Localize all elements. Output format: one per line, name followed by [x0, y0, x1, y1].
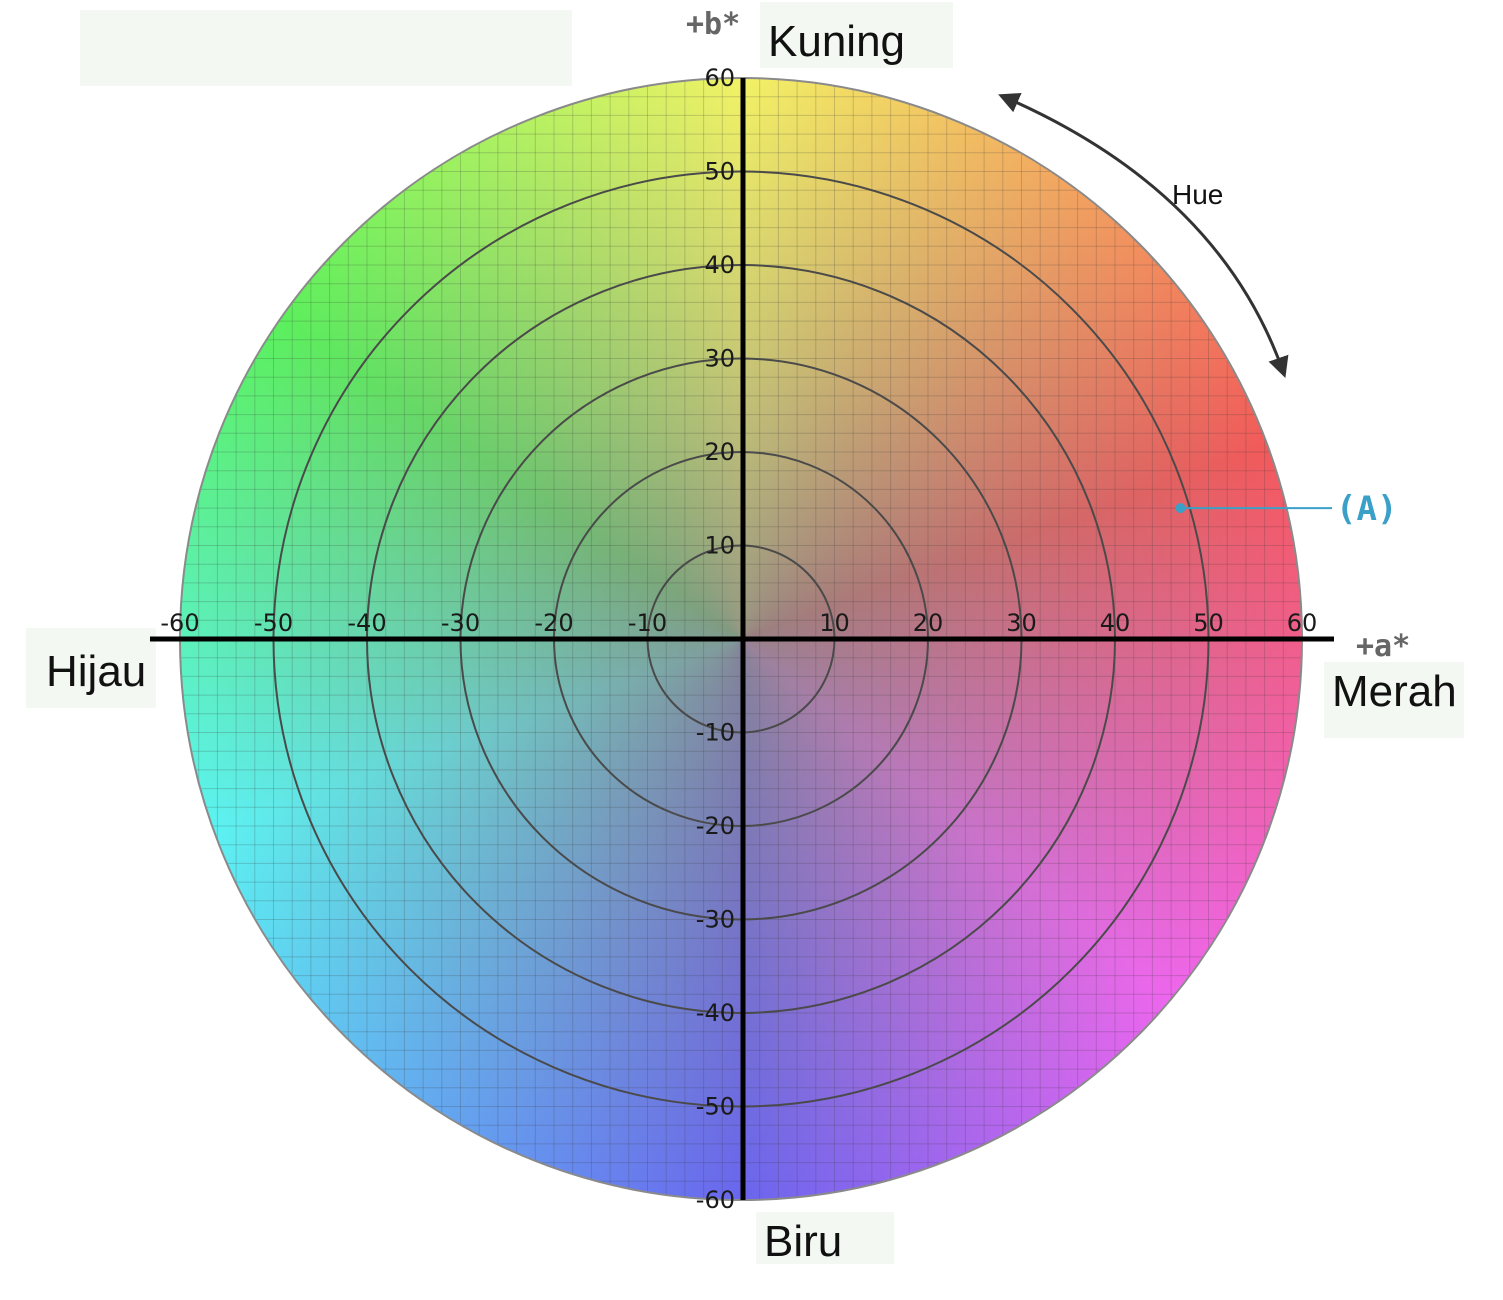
- x-tick-label: -40: [347, 609, 386, 637]
- y-tick-label: -30: [696, 906, 735, 934]
- x-tick-label: 10: [819, 609, 850, 637]
- y-tick-labels: 60 50 40 30 20 10 -10 -20 -30 -40 -50 -60: [696, 64, 735, 1214]
- label-merah: Merah: [1332, 667, 1457, 716]
- x-tick-label: -30: [441, 609, 480, 637]
- b-star-axis-label: +b*: [686, 7, 740, 42]
- data-points: (A): [1175, 489, 1397, 529]
- y-tick-label: 20: [704, 438, 735, 466]
- y-tick-label: 30: [704, 345, 735, 373]
- y-tick-label: -60: [696, 1186, 735, 1214]
- y-tick-label: -50: [696, 1093, 735, 1121]
- y-tick-label: 10: [704, 532, 735, 560]
- biru-label-box: [756, 1212, 894, 1264]
- label-biru: Biru: [764, 1217, 842, 1266]
- kuning-label-box: [760, 2, 953, 68]
- a-star-axis-label: +a*: [1356, 629, 1410, 664]
- hijau-label-box: [26, 628, 156, 708]
- merah-label-box: [1324, 662, 1464, 738]
- point-marker: [1175, 503, 1186, 514]
- x-tick-label: 40: [1100, 609, 1131, 637]
- x-tick-label: -50: [254, 609, 293, 637]
- x-tick-labels: -60 -50 -40 -30 -20 -10 10 20 30 40 50 60: [160, 609, 1317, 637]
- y-tick-label: -40: [696, 999, 735, 1027]
- x-tick-label: -10: [628, 609, 667, 637]
- title-placeholder-box: [80, 10, 572, 86]
- x-tick-label: -60: [160, 609, 199, 637]
- y-tick-label: -10: [696, 719, 735, 747]
- y-tick-label: 40: [704, 251, 735, 279]
- x-tick-label: 30: [1006, 609, 1037, 637]
- hue-arrow: [998, 93, 1289, 378]
- x-tick-label: 20: [913, 609, 944, 637]
- x-tick-label: 60: [1287, 609, 1318, 637]
- x-tick-label: -20: [534, 609, 573, 637]
- x-tick-label: 50: [1193, 609, 1224, 637]
- label-kuning: Kuning: [768, 17, 905, 66]
- hue-label: Hue: [1172, 179, 1223, 210]
- label-hijau: Hijau: [46, 647, 146, 696]
- point-label: (A): [1336, 489, 1397, 529]
- y-tick-label: -20: [696, 812, 735, 840]
- y-tick-label: 60: [704, 64, 735, 92]
- y-tick-label: 50: [704, 158, 735, 186]
